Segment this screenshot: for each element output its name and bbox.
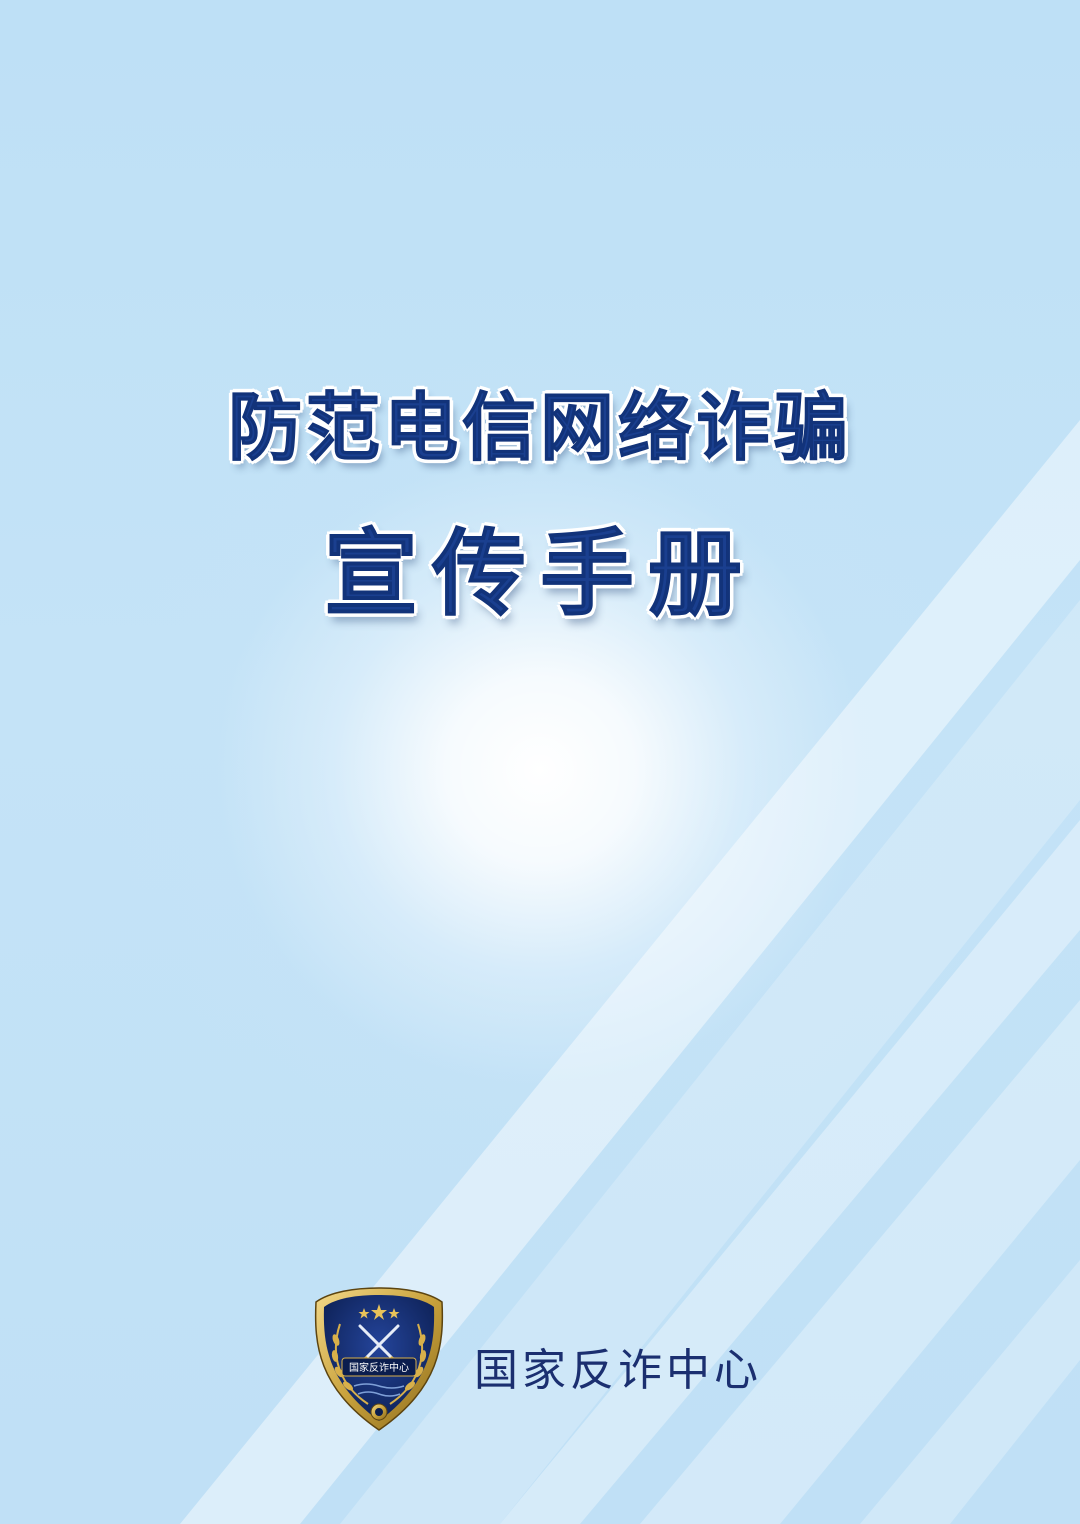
cover-title-line1: 防范电信网络诈骗: [228, 385, 852, 472]
badge-text: 国家反诈中心: [349, 1361, 409, 1374]
organization-name: 国家反诈中心: [474, 1345, 762, 1396]
police-shield-emblem-icon: 国家反诈中心: [314, 1287, 444, 1431]
cover-title-line2: 宣传手册: [323, 520, 756, 630]
